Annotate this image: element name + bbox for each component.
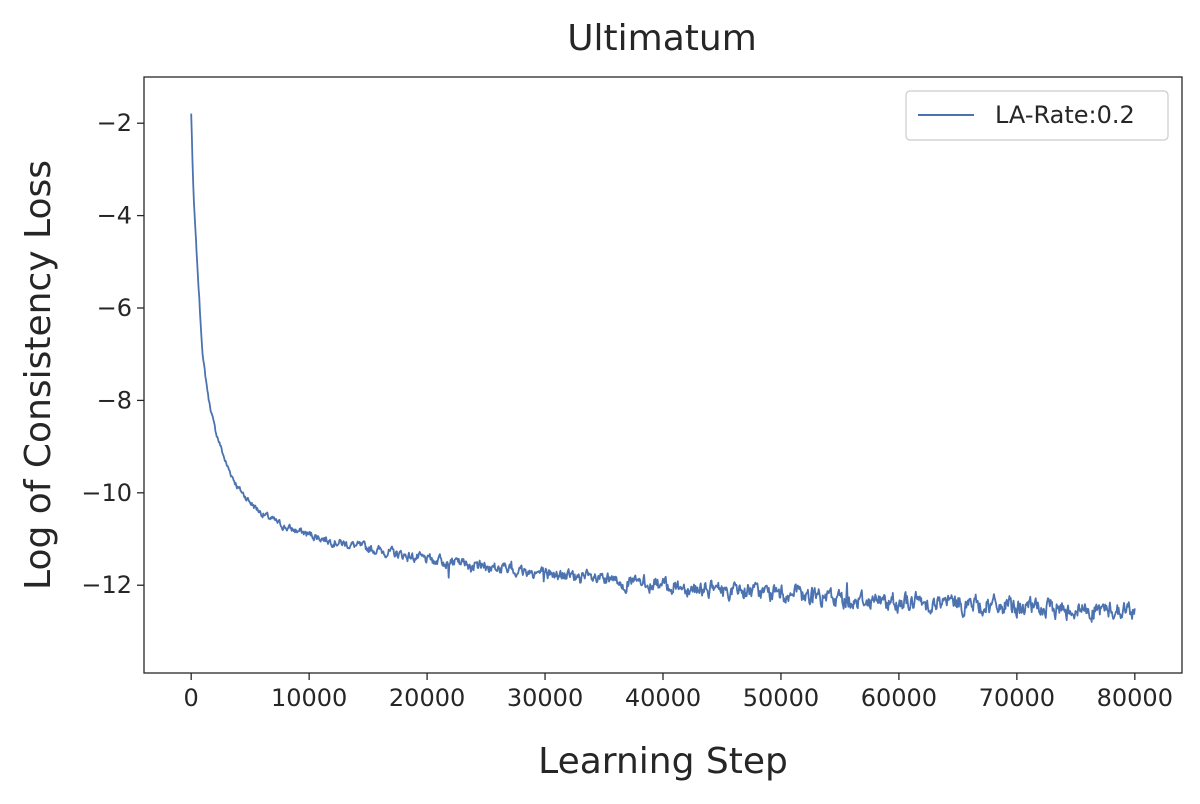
x-axis-label: Learning Step (538, 741, 788, 782)
chart-title: Ultimatum (567, 18, 757, 59)
y-tick-label: −12 (81, 571, 132, 599)
x-tick-label: 40000 (625, 684, 701, 712)
y-tick-label: −4 (97, 202, 132, 230)
x-tick-label: 30000 (507, 684, 583, 712)
legend-box (905, 90, 1169, 141)
legend-entry-la-rate-0.2: LA-Rate:0.2 (995, 101, 1135, 129)
legend: LA-Rate:0.2 (905, 90, 1169, 141)
series-line-la-rate-0.2 (190, 113, 1136, 623)
x-tick-label: 60000 (861, 684, 937, 712)
x-tick-label: 20000 (389, 684, 465, 712)
y-tick-label: −8 (97, 386, 132, 414)
y-tick-label: −6 (97, 294, 132, 322)
x-axis: 0 10000 20000 30000 40000 50000 60000 70000 8000… (184, 673, 1173, 712)
y-axis-label: Log of Consistency Loss (18, 160, 59, 590)
x-tick-label: 10000 (271, 684, 347, 712)
y-tick-label: −2 (97, 109, 132, 137)
x-tick-label: 50000 (743, 684, 819, 712)
y-axis: −12 −10 −8 −6 −4 −2 (81, 109, 144, 599)
x-tick-label: 80000 (1097, 684, 1173, 712)
x-tick-label: 0 (184, 684, 199, 712)
x-tick-label: 70000 (979, 684, 1055, 712)
y-tick-label: −10 (81, 479, 132, 507)
